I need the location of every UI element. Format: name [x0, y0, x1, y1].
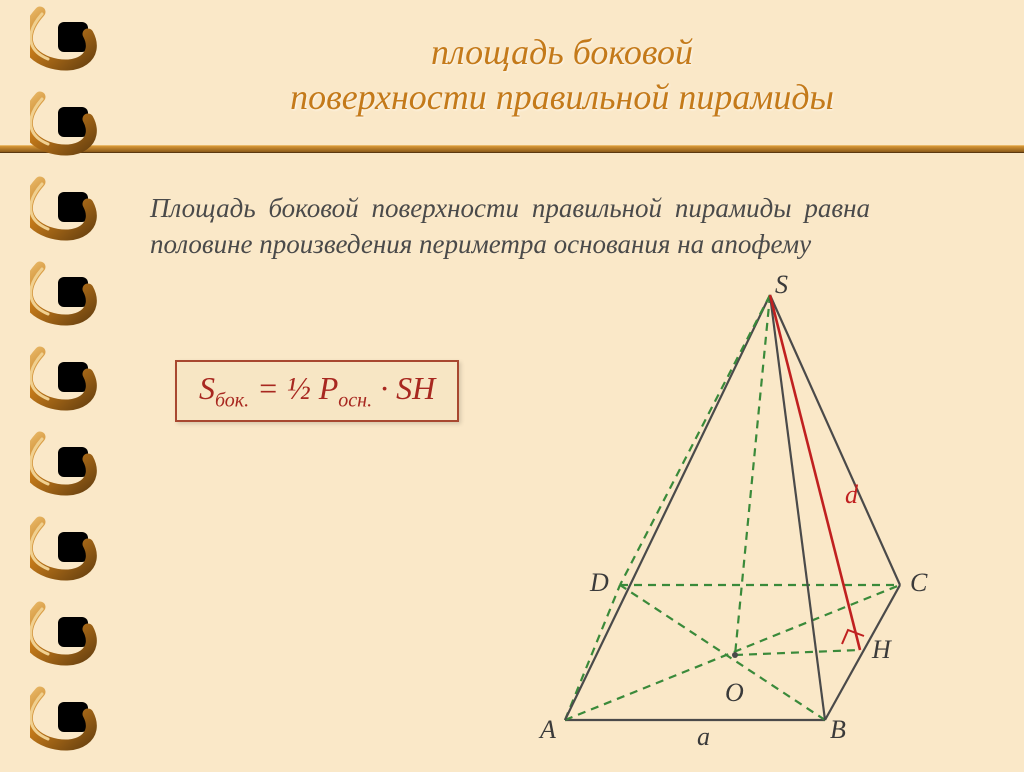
theorem-text: Площадь боковой поверхности правильной п… [150, 190, 870, 263]
vertex-label-D: D [590, 568, 609, 598]
formula-P: P [319, 370, 339, 406]
vertex-label-H: H [872, 635, 891, 665]
formula-dot: · [372, 370, 396, 406]
title-line1: площадь боковой [431, 32, 693, 72]
spiral-binding [30, 0, 110, 767]
vertex-label-B: B [830, 715, 846, 745]
vertex-label-C: C [910, 568, 927, 598]
vertex-label-A: A [540, 715, 556, 745]
formula: Sбок. = ½ Pосн. · SH [199, 370, 435, 406]
vertex-label-d: d [845, 480, 858, 510]
spiral-svg [30, 0, 120, 767]
pyramid-svg [500, 280, 950, 740]
formula-S-sub: бок. [215, 389, 249, 411]
pyramid-diagram: adSABCDOH [500, 280, 950, 740]
slide-title: площадь боковой поверхности правильной п… [140, 30, 984, 120]
horizontal-divider [0, 145, 1024, 153]
formula-S: S [199, 370, 215, 406]
formula-half: ½ [287, 370, 319, 406]
formula-eq: = [249, 370, 287, 406]
vertex-label-S: S [775, 270, 788, 300]
title-line2: поверхности правильной пирамиды [290, 77, 834, 117]
vertex-label-a: a [697, 722, 710, 752]
formula-SH: SH [396, 370, 435, 406]
formula-box: Sбок. = ½ Pосн. · SH [175, 360, 459, 422]
vertex-label-O: O [725, 678, 744, 708]
formula-P-sub: осн. [338, 389, 372, 411]
